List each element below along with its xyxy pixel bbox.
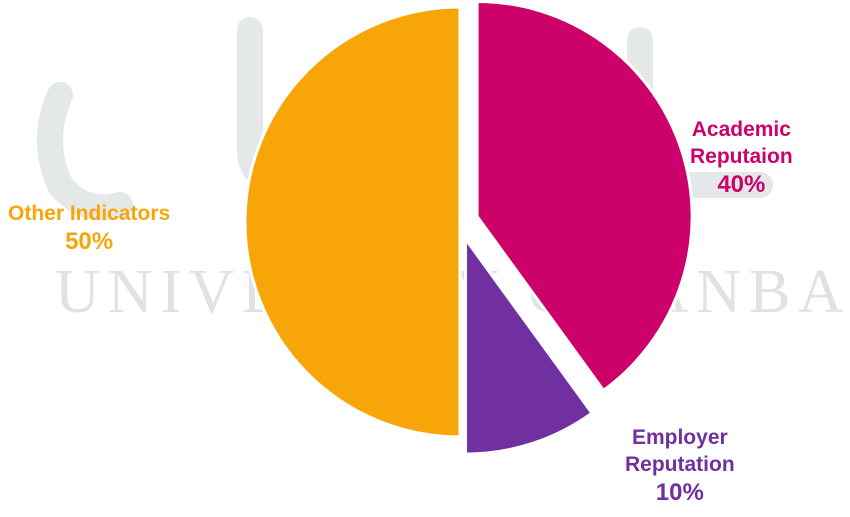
slice-label-line: Academic <box>691 118 791 141</box>
slice-percent: 40% <box>717 171 766 198</box>
slice-other-indicators <box>243 5 462 439</box>
slice-percent: 50% <box>65 228 114 255</box>
slice-label-academic-reputation: Academic Reputaion 40% <box>690 116 793 200</box>
slice-academic-reputation <box>475 0 694 393</box>
slice-employer-reputation <box>464 234 595 456</box>
slice-label-other-indicators: Other Indicators 50% <box>8 200 170 257</box>
slice-label-line: Reputation <box>625 453 735 476</box>
pie-slices <box>243 0 694 456</box>
slice-percent: 10% <box>655 479 704 506</box>
slice-label-line: Employer <box>631 426 728 449</box>
slice-label-employer-reputation: Employer Reputation 10% <box>625 424 735 508</box>
slice-label-line: Other Indicators <box>8 202 171 225</box>
slice-label-line: Reputaion <box>690 145 793 168</box>
